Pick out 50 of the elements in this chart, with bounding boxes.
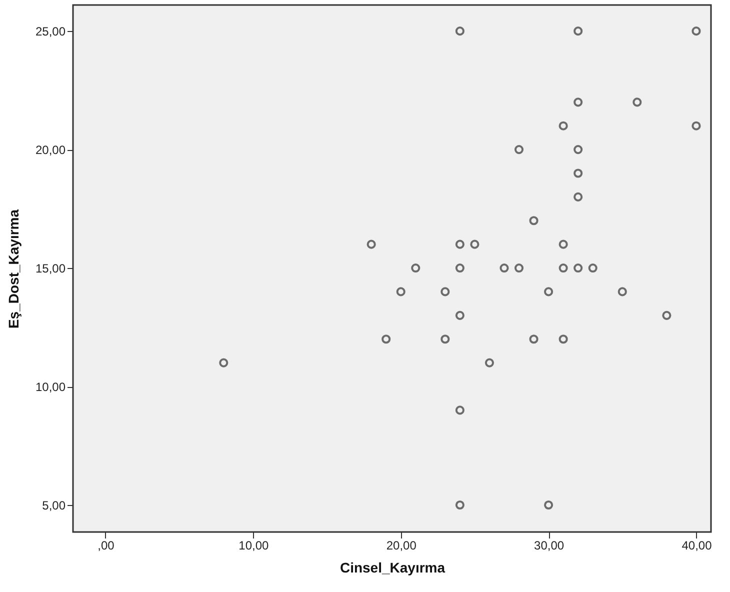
point — [514, 263, 524, 273]
point — [558, 121, 568, 130]
point — [455, 500, 464, 510]
y-tick-label: 25,00 — [35, 24, 66, 39]
point — [529, 334, 538, 344]
x-tick-label: 40,00 — [682, 538, 712, 552]
point — [455, 406, 464, 415]
y-tick-label: 20,00 — [35, 143, 66, 158]
point — [618, 287, 627, 296]
x-tick-label: ,00 — [98, 538, 115, 552]
point — [411, 263, 420, 273]
point — [632, 98, 642, 107]
x-tick-label: 30,00 — [534, 538, 564, 552]
point — [470, 240, 480, 249]
point — [529, 216, 538, 226]
point — [484, 358, 494, 368]
point — [692, 26, 701, 36]
point — [662, 310, 672, 320]
point — [440, 287, 450, 296]
point — [455, 263, 464, 273]
point — [544, 500, 554, 510]
point — [544, 287, 554, 296]
point — [558, 263, 568, 273]
point — [574, 263, 583, 273]
point — [588, 263, 598, 273]
point — [455, 310, 464, 320]
x-tick-label: 10,00 — [238, 538, 270, 552]
point — [574, 168, 583, 178]
point — [514, 145, 524, 154]
x-axis-title: Cinsel_Kayırma — [340, 560, 446, 576]
y-tick-label: 5,00 — [42, 498, 66, 512]
point — [455, 240, 464, 249]
point — [440, 334, 450, 344]
point — [574, 26, 583, 36]
y-tick-label: 10,00 — [35, 380, 66, 394]
point — [396, 287, 406, 296]
point — [382, 334, 391, 344]
point — [219, 358, 228, 368]
point — [455, 26, 464, 36]
point — [574, 192, 583, 202]
point — [692, 121, 701, 130]
point — [500, 263, 509, 273]
point — [574, 98, 583, 107]
point — [574, 145, 583, 154]
x-tick-label: 20,00 — [386, 538, 417, 552]
y-tick-label: 15,00 — [35, 262, 66, 276]
point — [558, 240, 568, 249]
point — [558, 334, 568, 344]
y-axis-title: Eş_Dost_Kayırma — [5, 209, 22, 329]
point — [366, 240, 376, 249]
